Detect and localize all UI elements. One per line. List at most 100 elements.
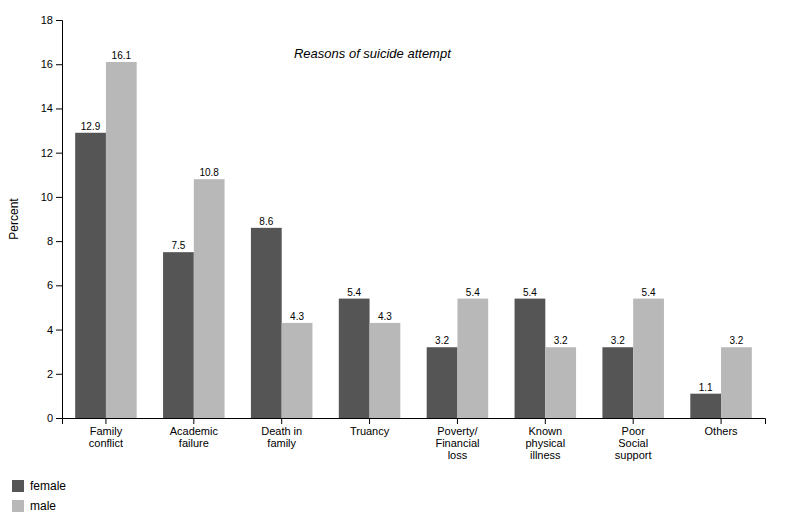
y-tick: 14 bbox=[41, 102, 62, 114]
y-tick-mark bbox=[56, 108, 62, 109]
y-tick-label: 0 bbox=[47, 412, 53, 424]
x-tick-label-line: Known bbox=[528, 425, 562, 437]
x-tick-label: Academicfailure bbox=[170, 425, 219, 449]
bar bbox=[427, 347, 458, 418]
bar bbox=[194, 179, 225, 418]
x-tick-label-line: illness bbox=[530, 449, 561, 461]
x-tick-mark bbox=[457, 418, 458, 424]
x-tick: Familyconflict bbox=[89, 418, 123, 449]
data-label: 3.2 bbox=[554, 335, 568, 346]
annotation: Reasons of suicide attempt bbox=[294, 46, 452, 61]
legend-swatch bbox=[12, 480, 24, 492]
y-axis-line bbox=[56, 21, 63, 419]
x-tick-label-line: Family bbox=[90, 425, 123, 437]
legend-item: male bbox=[12, 499, 56, 513]
y-tick-mark bbox=[56, 374, 62, 375]
data-label: 3.2 bbox=[611, 335, 625, 346]
data-label: 5.4 bbox=[347, 287, 361, 298]
y-tick-label: 14 bbox=[41, 102, 53, 114]
x-tick-label-line: Poverty/ bbox=[437, 425, 478, 437]
x-tick-label-line: failure bbox=[179, 437, 209, 449]
x-tick: Knownphysicalillness bbox=[525, 418, 565, 461]
y-tick-label: 10 bbox=[41, 191, 53, 203]
x-tick-label: Knownphysicalillness bbox=[525, 425, 565, 461]
y-tick-label: 8 bbox=[47, 235, 53, 247]
chart: 12.97.58.65.43.25.43.21.116.110.84.34.35… bbox=[0, 0, 785, 530]
x-tick-label-line: loss bbox=[448, 449, 468, 461]
data-label: 8.6 bbox=[259, 216, 273, 227]
bar bbox=[370, 323, 401, 418]
legend-label: male bbox=[30, 499, 56, 513]
bar bbox=[515, 299, 546, 418]
data-label: 1.1 bbox=[699, 382, 713, 393]
x-tick-label: Truancy bbox=[350, 425, 390, 437]
x-tick-mark bbox=[369, 418, 370, 424]
x-tick-mark bbox=[633, 418, 634, 424]
y-tick-mark bbox=[56, 285, 62, 286]
bars bbox=[75, 62, 752, 418]
x-tick-label-line: Social bbox=[618, 437, 648, 449]
legend-item: female bbox=[12, 479, 66, 493]
data-label: 5.4 bbox=[523, 287, 537, 298]
y-tick-label: 18 bbox=[41, 14, 53, 26]
x-tick-mark bbox=[281, 418, 282, 424]
x-tick-label: Poverty/Financialloss bbox=[435, 425, 479, 461]
y-tick: 4 bbox=[47, 324, 62, 336]
y-tick: 2 bbox=[47, 368, 62, 380]
bar-series bbox=[75, 133, 721, 418]
y-tick-mark bbox=[56, 330, 62, 331]
x-tick: Truancy bbox=[350, 418, 390, 437]
bar bbox=[282, 323, 313, 418]
y-tick: 18 bbox=[41, 14, 62, 26]
y-tick: 16 bbox=[41, 58, 62, 70]
legend-swatch bbox=[12, 500, 24, 512]
y-axis: 024681012141618 bbox=[41, 14, 63, 424]
x-tick-label-line: Poor bbox=[622, 425, 646, 437]
data-label: 5.4 bbox=[466, 287, 480, 298]
y-tick: 6 bbox=[47, 279, 62, 291]
data-label: 12.9 bbox=[81, 121, 101, 132]
y-tick-label: 6 bbox=[47, 279, 53, 291]
y-tick: 10 bbox=[41, 191, 62, 203]
y-tick-mark bbox=[56, 418, 62, 419]
data-labels: 12.97.58.65.43.25.43.21.116.110.84.34.35… bbox=[81, 50, 744, 393]
bar bbox=[633, 299, 664, 418]
y-tick-mark bbox=[56, 20, 62, 21]
x-tick-label-line: Financial bbox=[435, 437, 479, 449]
y-tick: 8 bbox=[47, 235, 62, 247]
x-tick: Death infamily bbox=[261, 418, 302, 449]
y-tick-label: 2 bbox=[47, 368, 53, 380]
bar bbox=[339, 299, 370, 418]
bar bbox=[602, 347, 633, 418]
bar bbox=[690, 394, 721, 418]
plot: 12.97.58.65.43.25.43.21.116.110.84.34.35… bbox=[7, 14, 766, 513]
bar bbox=[251, 228, 282, 418]
x-tick-label: Death infamily bbox=[261, 425, 302, 449]
x-tick-label-line: Academic bbox=[170, 425, 219, 437]
x-tick-mark bbox=[193, 418, 194, 424]
x-tick: PoorSocialsupport bbox=[615, 418, 652, 461]
legend: female male bbox=[12, 479, 66, 513]
x-tick-label-line: Others bbox=[705, 425, 739, 437]
x-tick-mark bbox=[545, 418, 546, 424]
y-tick-label: 16 bbox=[41, 58, 53, 70]
x-tick-label-line: conflict bbox=[89, 437, 123, 449]
x-tick: Poverty/Financialloss bbox=[435, 418, 479, 461]
data-label: 4.3 bbox=[378, 311, 392, 322]
y-tick: 0 bbox=[47, 412, 62, 424]
x-axis: Familyconflict Academicfailure Death infam… bbox=[63, 418, 766, 461]
data-label: 3.2 bbox=[729, 335, 743, 346]
y-tick-mark bbox=[56, 64, 62, 65]
y-tick-label: 4 bbox=[47, 324, 53, 336]
data-label: 4.3 bbox=[290, 311, 304, 322]
bar-series bbox=[106, 62, 752, 418]
bar bbox=[545, 347, 576, 418]
x-tick-label: Others bbox=[705, 425, 739, 437]
bar bbox=[721, 347, 752, 418]
y-tick-mark bbox=[56, 197, 62, 198]
x-tick-mark bbox=[721, 418, 722, 424]
x-tick-label-line: Death in bbox=[261, 425, 302, 437]
x-tick-label: Familyconflict bbox=[89, 425, 123, 449]
x-tick: Academicfailure bbox=[170, 418, 219, 449]
x-axis-line bbox=[63, 419, 766, 425]
